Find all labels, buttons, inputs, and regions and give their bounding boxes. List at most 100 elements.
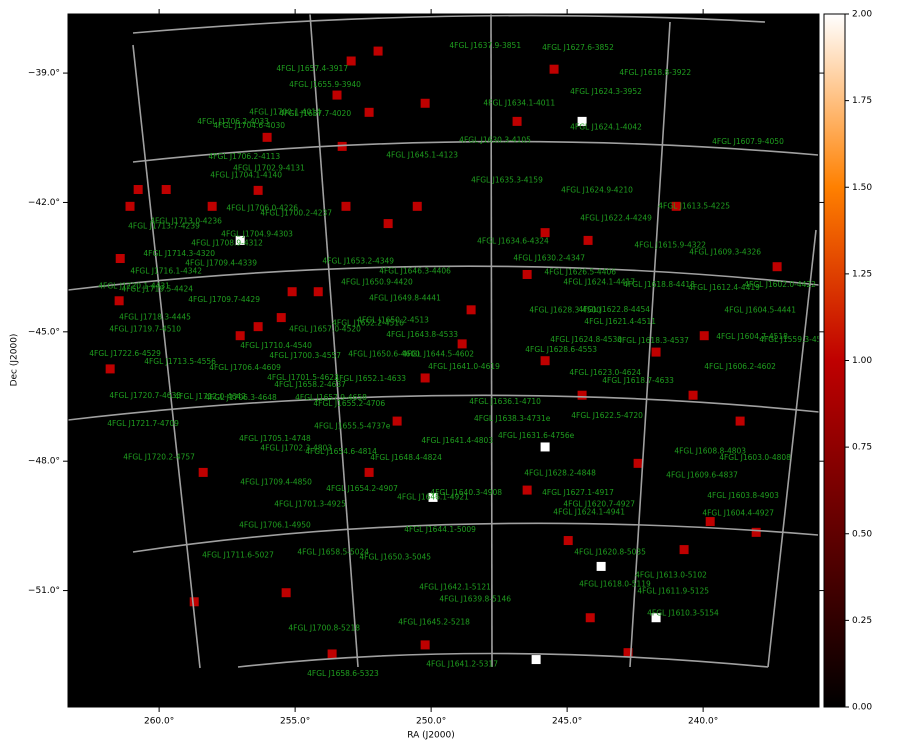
source-label: 4FGL J1631.6-4756e xyxy=(498,431,575,440)
pixel xyxy=(585,613,595,623)
pixel xyxy=(549,64,559,74)
source-label: 4FGL J1627.1-4917 xyxy=(542,488,614,497)
source-label: 4FGL J1607.9-4050 xyxy=(712,137,784,146)
source-label: 4FGL J1628.6-4553 xyxy=(525,345,597,354)
pixel-layer xyxy=(105,46,782,665)
source-label: 4FGL J1624.1-4042 xyxy=(570,122,642,131)
colorbar-tick-label: 0.75 xyxy=(852,443,872,453)
colorbar-tick-label: 0.25 xyxy=(852,616,872,626)
source-label: 4FGL J1618.0-5119 xyxy=(579,580,651,589)
pixel xyxy=(420,640,430,650)
pixel xyxy=(522,269,532,279)
source-label: 4FGL J1624.9-4210 xyxy=(561,185,633,194)
source-label: 4FGL J1645.2-5218 xyxy=(398,617,470,626)
source-label: 4FGL J1609.6-4837 xyxy=(666,470,738,479)
source-label: 4FGL J1649.8-4441 xyxy=(369,294,441,303)
source-label: 4FGL J1624.1-4941 xyxy=(553,508,625,517)
source-label: 4FGL J1640.3-4908 xyxy=(430,488,502,497)
graticule-line xyxy=(490,14,493,668)
pixel xyxy=(420,373,430,383)
source-label: 4FGL J1708.9-4312 xyxy=(191,238,263,247)
colorbar xyxy=(823,13,846,708)
graticule-line xyxy=(132,14,766,34)
pixel xyxy=(679,545,689,555)
graticule-line xyxy=(132,44,201,669)
pixel xyxy=(688,390,698,400)
pixel xyxy=(133,185,143,195)
source-label: 4FGL J1657.7-4020 xyxy=(279,109,351,118)
source-label: 4FGL J1603.0-4808 xyxy=(719,453,791,462)
source-label: 4FGL J1634.6-4324 xyxy=(477,237,549,246)
pixel xyxy=(313,287,323,297)
source-label: 4FGL J1700.1-4014 xyxy=(249,107,321,116)
source-label: 4FGL J1604.4-4927 xyxy=(702,508,774,517)
source-label: 4FGL J1722.6-4529 xyxy=(89,349,161,358)
pixel xyxy=(512,116,522,126)
source-label: 4FGL J1702.9-4131 xyxy=(233,163,305,172)
colorbar-tick-label: 1.50 xyxy=(852,183,872,193)
pixel xyxy=(457,339,467,349)
pixel xyxy=(189,597,199,607)
source-label: 4FGL J1713.7-4239 xyxy=(128,222,200,231)
pixel xyxy=(522,485,532,495)
pixel xyxy=(341,201,351,211)
pixel xyxy=(253,322,263,332)
y-tick-label: −48.0° xyxy=(28,457,60,467)
source-labels: 4FGL J1637.9-3851 4FGL J1627.6-3852 4FGL J… xyxy=(89,41,819,678)
pixel xyxy=(420,98,430,108)
plot-frame xyxy=(67,13,820,708)
pixel xyxy=(596,561,606,571)
pixel xyxy=(235,331,245,341)
pixel xyxy=(373,46,383,56)
source-label: 4FGL J1635.3-4159 xyxy=(471,175,543,184)
graticule-line xyxy=(309,14,359,668)
pixel xyxy=(332,90,342,100)
source-label: 4FGL J1602.0-4422 xyxy=(744,280,816,289)
source-label: 4FGL J1608.8-4803 xyxy=(674,446,746,455)
source-label: 4FGL J1652.1-4633 xyxy=(334,374,406,383)
source-label: 4FGL J1655.2-4706 xyxy=(313,399,385,408)
source-label: 4FGL J1646.3-4406 xyxy=(379,266,451,275)
graticule-line xyxy=(132,140,819,163)
axes: 260.0° 255.0° 250.0° 245.0° 240.0° −39.0° −42.… xyxy=(28,9,872,727)
source-label: 4FGL J1706.2-4113 xyxy=(208,152,280,161)
source-label: 4FGL J1700.3-4557 xyxy=(269,351,341,360)
y-axis-label: Dec (J2000) xyxy=(10,334,20,387)
source-label: 4FGL J1628.3-4500 xyxy=(529,306,601,315)
source-label: 4FGL J1709.4-4339 xyxy=(185,259,257,268)
x-tick-label: 250.0° xyxy=(416,717,446,727)
source-label: 4FGL J1712.0-4642 xyxy=(174,392,246,401)
source-label: 4FGL J1704.9-4303 xyxy=(221,229,293,238)
pixel xyxy=(327,649,337,659)
source-label: 4FGL J1720.2-4757 xyxy=(123,452,195,461)
source-label: 4FGL J1622.5-4720 xyxy=(571,411,643,420)
pixel xyxy=(207,201,217,211)
pixel xyxy=(114,296,124,306)
colorbar-tick-label: 2.00 xyxy=(852,10,872,20)
pixel xyxy=(364,467,374,477)
graticule-line xyxy=(68,265,819,291)
source-label: 4FGL J1618.3-4537 xyxy=(617,336,689,345)
y-tick-label: −51.0° xyxy=(28,586,60,596)
source-label: 4FGL J1623.0-4624 xyxy=(569,368,641,377)
source-label: 4FGL J1634.1-4011 xyxy=(483,98,555,107)
pixel xyxy=(671,201,681,211)
y-tick-label: −39.0° xyxy=(28,69,60,79)
source-label: 4FGL J1709.4-4850 xyxy=(240,477,312,486)
source-label: 4FGL J1719.7-4510 xyxy=(109,325,181,334)
source-label: 4FGL J1636.1-4710 xyxy=(469,397,541,406)
source-label: 4FGL J1626.5-4406 xyxy=(544,268,616,277)
source-label: 4FGL J1654.2-4907 xyxy=(326,484,398,493)
source-label: 4FGL J1657.4-3917 xyxy=(276,64,348,73)
source-label: 4FGL J1618.8-3922 xyxy=(619,68,691,77)
graticule xyxy=(68,14,819,669)
pixel xyxy=(772,262,782,272)
pixel xyxy=(428,492,438,502)
source-label: 4FGL J1709.7-4429 xyxy=(188,295,260,304)
colorbar-tick-label: 1.25 xyxy=(852,269,872,279)
source-label: 4FGL J1620.8-5035 xyxy=(574,548,646,557)
source-label: 4FGL J1639.8-5146 xyxy=(439,595,511,604)
source-label: 4FGL J1644.5-4602 xyxy=(402,350,474,359)
source-label: 4FGL J1716.1-4342 xyxy=(130,266,202,275)
